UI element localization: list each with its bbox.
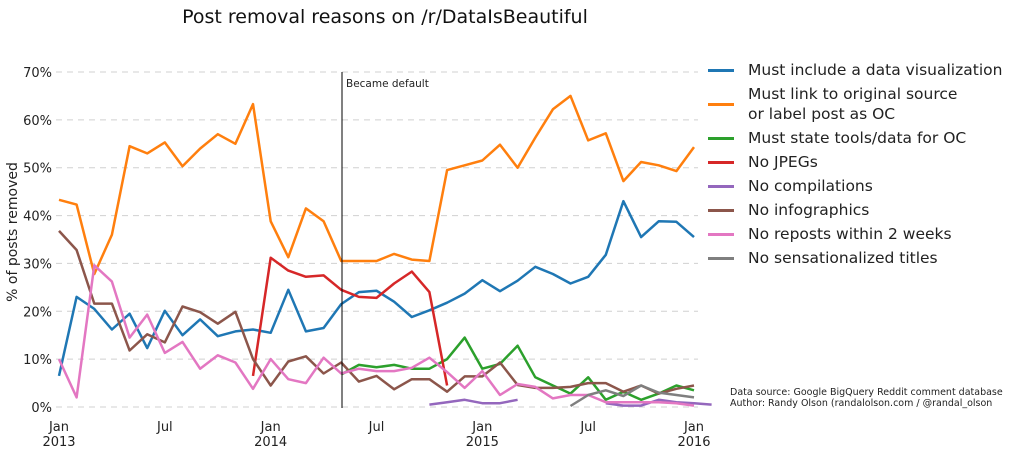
became-default-annotation: Became default	[341, 72, 429, 408]
svg-text:Became default: Became default	[346, 78, 429, 90]
legend-item: Must state tools/data for OC	[708, 128, 1002, 148]
svg-text:70%: 70%	[23, 66, 52, 81]
legend-label: No infographics	[748, 201, 870, 219]
author-text: Author: Randy Olson (randalolson.com / @…	[730, 398, 993, 409]
legend-label: Must link to original source or label po…	[748, 85, 958, 123]
svg-text:2015: 2015	[466, 435, 499, 450]
legend: Must include a data visualization Must l…	[708, 60, 1002, 272]
legend-item: Must link to original source or label po…	[708, 84, 1002, 124]
legend-item: No infographics	[708, 200, 1002, 220]
legend-item: No compilations	[708, 176, 1002, 196]
chart-title: Post removal reasons on /r/DataIsBeautif…	[182, 6, 588, 28]
svg-text:10%: 10%	[23, 353, 52, 368]
legend-swatch-icon	[708, 257, 734, 260]
svg-text:40%: 40%	[23, 210, 52, 225]
legend-swatch-icon	[708, 69, 734, 72]
legend-label: No sensationalized titles	[748, 249, 938, 267]
legend-swatch-icon	[708, 233, 734, 236]
legend-label: No reposts within 2 weeks	[748, 225, 952, 243]
svg-text:30%: 30%	[23, 257, 52, 272]
legend-swatch-icon	[708, 137, 734, 140]
y-axis-label: % of posts removed	[5, 162, 21, 302]
svg-text:2013: 2013	[42, 435, 75, 450]
y-axis-ticks: 0% 10% 20% 30% 40% 50% 60% 70%	[23, 66, 52, 416]
svg-text:2014: 2014	[254, 435, 287, 450]
legend-label: No JPEGs	[748, 153, 818, 171]
svg-text:Jul: Jul	[579, 420, 596, 435]
legend-label: No compilations	[748, 177, 873, 195]
legend-swatch-icon	[708, 209, 734, 212]
legend-item: Must include a data visualization	[708, 60, 1002, 80]
legend-swatch-icon	[708, 185, 734, 188]
legend-swatch-icon	[708, 103, 734, 106]
svg-text:Jul: Jul	[368, 420, 385, 435]
data-source-text: Data source: Google BigQuery Reddit comm…	[730, 387, 1003, 398]
legend-item: No reposts within 2 weeks	[708, 224, 1002, 244]
legend-swatch-icon	[708, 161, 734, 164]
svg-text:20%: 20%	[23, 305, 52, 320]
svg-text:60%: 60%	[23, 114, 52, 129]
svg-text:Jan: Jan	[471, 420, 492, 435]
svg-text:0%: 0%	[31, 401, 52, 416]
legend-label: Must state tools/data for OC	[748, 129, 967, 147]
legend-item: No sensationalized titles	[708, 248, 1002, 268]
svg-text:2016: 2016	[677, 435, 710, 450]
legend-item: No JPEGs	[708, 152, 1002, 172]
svg-text:50%: 50%	[23, 162, 52, 177]
svg-text:Jul: Jul	[156, 420, 173, 435]
legend-label: Must include a data visualization	[748, 61, 1003, 79]
series-lines	[57, 94, 712, 408]
credits: Data source: Google BigQuery Reddit comm…	[730, 387, 1003, 409]
svg-text:Jan: Jan	[48, 420, 69, 435]
gridlines	[56, 71, 698, 408]
svg-text:Jan: Jan	[683, 420, 704, 435]
svg-text:Jan: Jan	[260, 420, 281, 435]
